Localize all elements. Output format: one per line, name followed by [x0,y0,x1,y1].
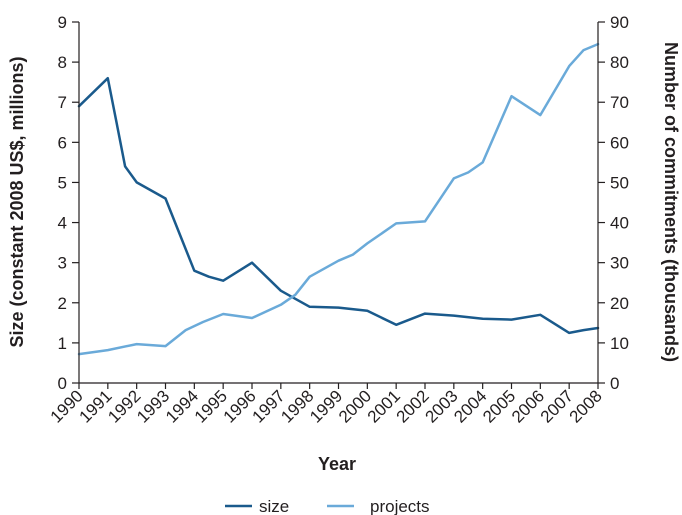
right-tick-label: 80 [610,53,629,72]
right-tick-label: 50 [610,173,629,192]
right-tick-label: 70 [610,93,629,112]
left-tick-label: 7 [58,93,67,112]
left-tick-label: 9 [58,13,67,32]
series-line-projects [77,42,600,356]
left-tick-label: 3 [58,254,67,273]
left-tick-label: 1 [58,334,67,353]
x-axis-ticks: 1990199119921993199419951996199719981999… [47,383,606,427]
right-tick-label: 20 [610,294,629,313]
left-tick-label: 6 [58,133,67,152]
right-y-axis-ticks: 0 10 20 30 40 50 60 70 80 90 [598,13,629,393]
series-line-size [77,76,600,335]
right-tick-label: 90 [610,13,629,32]
right-tick-label: 10 [610,334,629,353]
left-y-axis-ticks: 0 1 2 3 4 5 6 7 8 9 [58,13,79,393]
series-lines [77,42,600,356]
right-tick-label: 60 [610,133,629,152]
right-tick-label: 40 [610,214,629,233]
left-y-axis-title: Size (constant 2008 US$, millions) [7,56,27,347]
right-tick-label: 0 [610,374,619,393]
left-tick-label: 5 [58,173,67,192]
right-y-axis-title: Number of commitments (thousands) [661,42,681,362]
x-tick-label: 2008 [566,386,606,426]
right-tick-label: 30 [610,254,629,273]
x-axis-title: Year [318,454,356,474]
left-tick-label: 2 [58,294,67,313]
legend: size projects [225,497,430,515]
left-tick-label: 4 [58,214,67,233]
left-tick-label: 0 [58,374,67,393]
legend-projects-label: projects [370,497,430,515]
left-tick-label: 8 [58,53,67,72]
legend-size-label: size [259,497,289,515]
